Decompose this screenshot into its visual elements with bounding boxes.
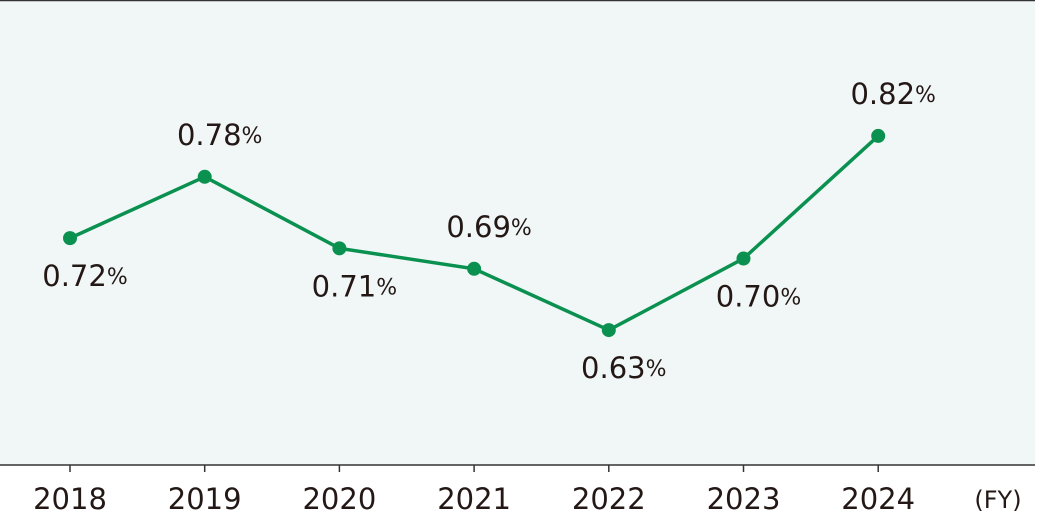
- x-tick-label: 2019: [168, 482, 242, 516]
- x-axis-label: (FY): [974, 486, 1021, 514]
- value-label: 0.71%: [312, 269, 397, 303]
- x-tick-label: 2022: [572, 482, 646, 516]
- data-point: [63, 231, 77, 246]
- value-label: 0.82%: [850, 77, 935, 111]
- data-point: [601, 323, 616, 338]
- data-point: [736, 251, 751, 266]
- value-label: 0.63%: [581, 351, 666, 385]
- x-tick-label: 2020: [302, 482, 376, 516]
- x-tick-label: 2018: [33, 482, 107, 516]
- x-tick-label: 2023: [707, 482, 781, 516]
- value-label: 0.70%: [716, 280, 801, 314]
- data-point: [871, 128, 886, 143]
- x-tick-label: 2024: [841, 482, 915, 516]
- data-point: [197, 169, 212, 184]
- data-point: [467, 261, 482, 276]
- data-point: [332, 241, 347, 256]
- value-label: 0.78%: [177, 118, 262, 152]
- x-tick-label: 2021: [437, 482, 511, 516]
- value-label: 0.72%: [42, 259, 127, 293]
- plot-area: [0, 0, 1035, 465]
- value-label: 0.69%: [446, 210, 531, 244]
